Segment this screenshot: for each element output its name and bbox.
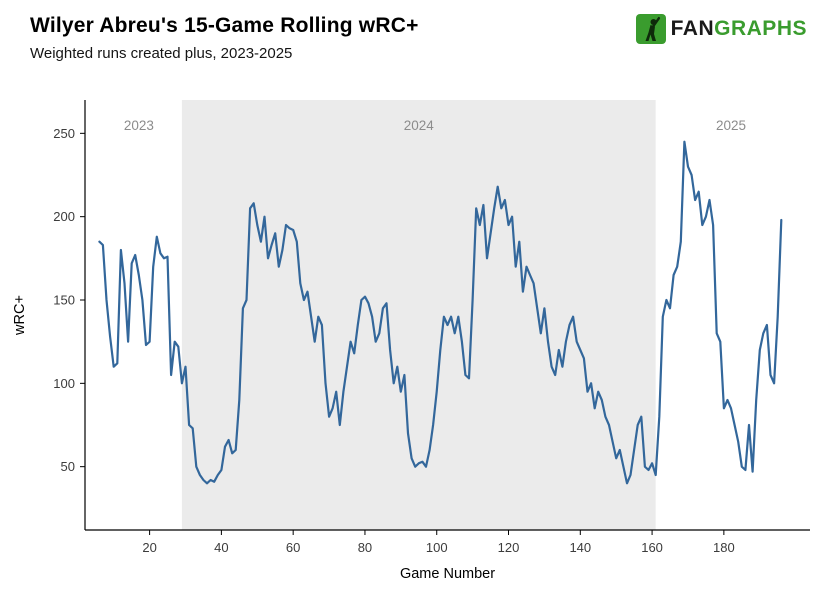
fangraphs-logo: FAN GRAPHS bbox=[635, 14, 807, 44]
x-tick-label: 80 bbox=[358, 540, 372, 555]
x-tick-label: 60 bbox=[286, 540, 300, 555]
y-axis-title: wRC+ bbox=[12, 295, 28, 336]
logo-graphs-text: GRAPHS bbox=[714, 17, 807, 40]
wrc-rolling-chart: 20 40 60 80 100 120 140 160 180 50 100 150 200 250 202… bbox=[12, 100, 810, 582]
wrc-line bbox=[98, 140, 783, 485]
x-tick-label: 140 bbox=[569, 540, 591, 555]
fangraphs-batter-icon bbox=[635, 14, 666, 44]
x-axis-title: Game Number bbox=[400, 566, 495, 582]
chart-header: Wilyer Abreu's 15-Game Rolling wRC+ Weig… bbox=[0, 0, 833, 85]
y-tick-label: 250 bbox=[53, 126, 75, 141]
y-tick-label: 100 bbox=[53, 376, 75, 391]
y-tick-label: 50 bbox=[61, 459, 75, 474]
chart-area: 20 40 60 80 100 120 140 160 180 50 100 150 200 250 202… bbox=[0, 85, 833, 604]
logo-fan-text: FAN bbox=[670, 17, 715, 40]
x-tick-label: 160 bbox=[641, 540, 663, 555]
y-tick-label: 150 bbox=[53, 293, 75, 308]
x-tick-label: 20 bbox=[142, 540, 156, 555]
year-label: 2024 bbox=[404, 118, 435, 133]
page-title: Wilyer Abreu's 15-Game Rolling wRC+ bbox=[30, 14, 419, 37]
year-label: 2025 bbox=[716, 118, 746, 133]
x-tick-label: 180 bbox=[713, 540, 735, 555]
fangraphs-wordmark: FAN GRAPHS bbox=[671, 17, 807, 41]
y-tick-label: 200 bbox=[53, 209, 75, 224]
year-label: 2023 bbox=[124, 118, 154, 133]
x-tick-label: 100 bbox=[426, 540, 448, 555]
x-tick-label: 40 bbox=[214, 540, 228, 555]
shaded-2024-region bbox=[181, 100, 656, 530]
page-subtitle: Weighted runs created plus, 2023-2025 bbox=[30, 45, 293, 62]
x-tick-label: 120 bbox=[498, 540, 520, 555]
